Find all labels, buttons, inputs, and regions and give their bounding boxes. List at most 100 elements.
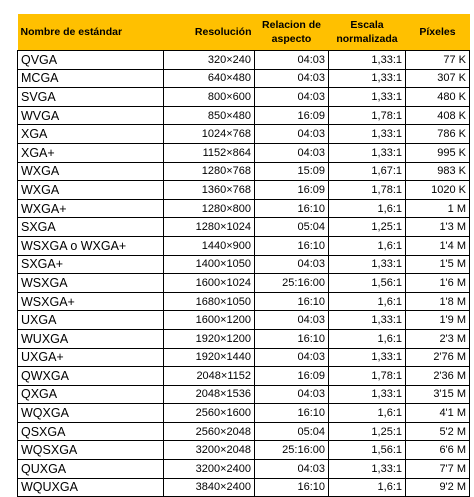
table-row: WXGA+ 1280×800 16:10 1,6:1 1 M — [17, 198, 470, 219]
cell-normalized-scale: 1,6:1 — [328, 477, 406, 497]
cell-normalized-scale: 1,33:1 — [328, 50, 406, 70]
cell-aspect-ratio: 16:09 — [254, 366, 329, 386]
cell-resolution: 1400×1050 — [163, 254, 255, 275]
header-resolution-label: Resolución — [194, 26, 252, 38]
cell-standard-name: WSXGA o WXGA+ — [17, 235, 164, 256]
cell-pixels: 6'6 M — [405, 440, 470, 461]
cell-resolution: 1360×768 — [163, 180, 255, 200]
cell-aspect-ratio: 16:10 — [254, 291, 329, 312]
cell-pixels: 77 K — [405, 50, 470, 70]
cell-aspect-ratio: 04:03 — [254, 384, 329, 405]
cell-normalized-scale: 1,6:1 — [328, 403, 406, 423]
table-row: WVGA 850×480 16:09 1,78:1 408 K — [17, 105, 470, 126]
table-row: MCGA 640×480 04:03 1,33:1 307 K — [17, 68, 470, 89]
cell-normalized-scale: 1,33:1 — [328, 254, 406, 275]
table-row: QWXGA 2048×1152 16:09 1,78:1 2'36 M — [17, 366, 470, 386]
cell-standard-name: XGA — [17, 124, 164, 144]
header-name-label: Nombre de estándar — [20, 26, 123, 38]
cell-pixels: 1020 K — [405, 180, 470, 200]
cell-resolution: 1600×1024 — [163, 273, 255, 293]
cell-standard-name: QUXGA — [17, 459, 164, 479]
cell-pixels: 995 K — [405, 142, 470, 163]
cell-pixels: 1'5 M — [405, 254, 470, 275]
table-row: UXGA+ 1920×1440 04:03 1,33:1 2'76 M — [17, 347, 470, 368]
cell-resolution: 1024×768 — [163, 124, 255, 144]
cell-pixels: 307 K — [405, 68, 470, 89]
cell-pixels: 1'6 M — [405, 273, 470, 293]
table-row: UXGA 1600×1200 04:03 1,33:1 1'9 M — [17, 310, 470, 330]
cell-standard-name: UXGA — [17, 310, 164, 330]
cell-pixels: 1'9 M — [405, 310, 470, 330]
cell-normalized-scale: 1,56:1 — [328, 273, 406, 293]
cell-aspect-ratio: 04:03 — [254, 142, 329, 163]
cell-pixels: 2'36 M — [405, 366, 470, 386]
cell-normalized-scale: 1,33:1 — [328, 310, 406, 330]
header-pixels-label: Píxeles — [419, 26, 456, 38]
cell-standard-name: WXGA — [17, 180, 164, 200]
cell-resolution: 3200×2400 — [163, 459, 255, 479]
cell-aspect-ratio: 16:10 — [254, 477, 329, 497]
cell-normalized-scale: 1,33:1 — [328, 87, 406, 107]
cell-pixels: 1'3 M — [405, 217, 470, 237]
cell-resolution: 1280×768 — [163, 161, 255, 182]
header-name: Nombre de estándar — [17, 14, 164, 51]
cell-pixels: 2'3 M — [405, 328, 470, 349]
header-scale-line2: normalizada — [336, 33, 398, 45]
cell-standard-name: QVGA — [17, 50, 164, 70]
table-row: SXGA+ 1400×1050 04:03 1,33:1 1'5 M — [17, 254, 470, 275]
cell-normalized-scale: 1,56:1 — [328, 440, 406, 461]
cell-standard-name: WSXGA+ — [17, 291, 164, 312]
cell-aspect-ratio: 04:03 — [254, 124, 329, 144]
header-aspect-line2: aspecto — [271, 33, 312, 45]
table-row: QSXGA 2560×2048 05:04 1,25:1 5'2 M — [17, 421, 470, 442]
cell-pixels: 4'1 M — [405, 403, 470, 423]
table-body: QVGA 320×240 04:03 1,33:1 77 K MCGA 640×480 04:… — [17, 50, 470, 497]
header-scale-line1: Escala — [350, 19, 384, 31]
cell-standard-name: QSXGA — [17, 421, 164, 442]
cell-aspect-ratio: 04:03 — [254, 254, 329, 275]
cell-resolution: 2560×1600 — [163, 403, 255, 423]
cell-aspect-ratio: 05:04 — [254, 217, 329, 237]
cell-resolution: 850×480 — [163, 105, 255, 126]
table-row: WQUXGA 3840×2400 16:10 1,6:1 9'2 M — [17, 477, 470, 497]
cell-standard-name: WQUXGA — [17, 477, 164, 497]
cell-standard-name: SXGA+ — [17, 254, 164, 275]
table-row: WSXGA 1600×1024 25:16:00 1,56:1 1'6 M — [17, 273, 470, 293]
table-row: XGA 1024×768 04:03 1,33:1 786 K — [17, 124, 470, 144]
cell-normalized-scale: 1,67:1 — [328, 161, 406, 182]
cell-normalized-scale: 1,33:1 — [328, 459, 406, 479]
cell-pixels: 9'2 M — [405, 477, 470, 497]
table-row: SXGA 1280×1024 05:04 1,25:1 1'3 M — [17, 217, 470, 237]
cell-aspect-ratio: 04:03 — [254, 459, 329, 479]
cell-aspect-ratio: 05:04 — [254, 421, 329, 442]
cell-resolution: 800×600 — [163, 87, 255, 107]
cell-aspect-ratio: 16:10 — [254, 403, 329, 423]
cell-pixels: 5'2 M — [405, 421, 470, 442]
cell-normalized-scale: 1,33:1 — [328, 384, 406, 405]
cell-pixels: 1'8 M — [405, 291, 470, 312]
cell-normalized-scale: 1,78:1 — [328, 105, 406, 126]
cell-aspect-ratio: 16:10 — [254, 198, 329, 219]
cell-standard-name: SXGA — [17, 217, 164, 237]
cell-aspect-ratio: 25:16:00 — [254, 440, 329, 461]
cell-pixels: 2'76 M — [405, 347, 470, 368]
cell-pixels: 7'7 M — [405, 459, 470, 479]
cell-aspect-ratio: 04:03 — [254, 347, 329, 368]
cell-pixels: 1 M — [405, 198, 470, 219]
cell-pixels: 1'4 M — [405, 235, 470, 256]
cell-normalized-scale: 1,6:1 — [328, 198, 406, 219]
cell-resolution: 1680×1050 — [163, 291, 255, 312]
resolution-table: Nombre de estándar Resolución Relacion d… — [17, 14, 470, 497]
cell-normalized-scale: 1,33:1 — [328, 142, 406, 163]
table-row: WUXGA 1920×1200 16:10 1,6:1 2'3 M — [17, 328, 470, 349]
table-row: SVGA 800×600 04:03 1,33:1 480 K — [17, 87, 470, 107]
table-row: WQXGA 2560×1600 16:10 1,6:1 4'1 M — [17, 403, 470, 423]
cell-resolution: 1152×864 — [163, 142, 255, 163]
header-pixels: Píxeles — [405, 14, 470, 51]
cell-pixels: 408 K — [405, 105, 470, 126]
cell-resolution: 3200×2048 — [163, 440, 255, 461]
table-row: WSXGA+ 1680×1050 16:10 1,6:1 1'8 M — [17, 291, 470, 312]
cell-aspect-ratio: 04:03 — [254, 50, 329, 70]
cell-resolution: 1600×1200 — [163, 310, 255, 330]
cell-standard-name: QXGA — [17, 384, 164, 405]
